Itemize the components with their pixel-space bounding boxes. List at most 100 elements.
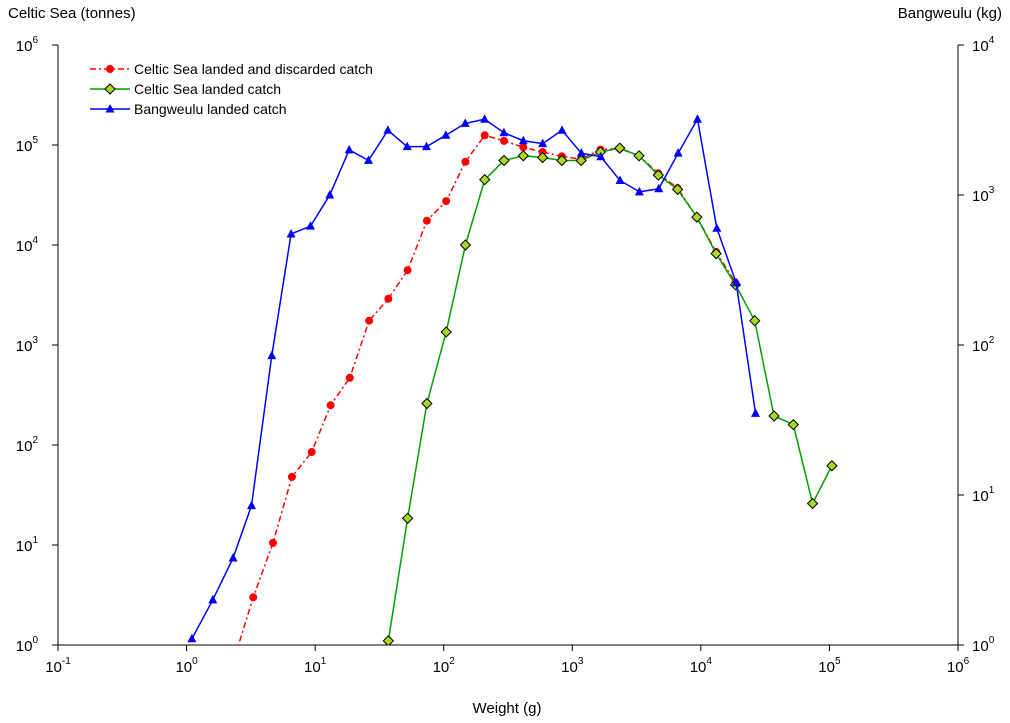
data-point: [787, 418, 800, 431]
x-tick-label: 10-1: [45, 656, 71, 676]
legend-marker: [105, 104, 115, 113]
data-point: [363, 155, 373, 164]
data-point: [692, 114, 702, 123]
x-tick-label: 105: [818, 656, 841, 676]
data-point: [247, 500, 257, 510]
data-point: [749, 314, 761, 327]
legend-label: Bangweulu landed catch: [134, 101, 287, 117]
data-point: [536, 151, 549, 164]
x-tick-label: 104: [690, 656, 713, 676]
data-point: [307, 448, 316, 457]
data-point: [459, 239, 472, 251]
data-point: [596, 151, 606, 161]
y-left-tick-label: 106: [16, 35, 39, 55]
data-point: [208, 594, 218, 604]
data-point: [712, 223, 722, 232]
data-point: [402, 141, 412, 151]
series-3: [187, 114, 761, 643]
legend-marker: [104, 83, 116, 95]
y-right-tick-label: 102: [972, 335, 995, 355]
series-line: [191, 117, 757, 640]
data-point: [480, 114, 490, 123]
data-point: [344, 144, 354, 154]
y-left-tick-label: 104: [16, 235, 39, 255]
x-tick-label: 103: [561, 656, 584, 676]
y-right-tick-label: 104: [972, 35, 995, 55]
data-point: [384, 294, 393, 303]
data-point: [267, 350, 277, 360]
data-point: [287, 472, 296, 481]
data-point: [517, 150, 530, 162]
data-point: [806, 497, 819, 510]
data-point: [575, 154, 587, 167]
data-point: [441, 130, 451, 139]
data-point: [326, 401, 335, 410]
data-point: [228, 553, 238, 562]
data-point: [187, 633, 197, 643]
data-point: [710, 247, 722, 260]
legend: Celtic Sea landed and discarded catch Cel…: [90, 61, 373, 117]
data-point: [403, 266, 412, 275]
series-line: [387, 147, 833, 641]
y-left-tick-label: 102: [16, 435, 39, 455]
data-point: [383, 125, 393, 134]
data-point: [286, 228, 296, 238]
data-point: [500, 136, 509, 145]
data-point: [518, 135, 528, 145]
y-right-tick-label: 101: [972, 485, 995, 505]
data-point: [422, 216, 431, 225]
data-point: [556, 154, 568, 167]
data-point: [576, 148, 586, 157]
x-tick-label: 101: [304, 656, 327, 676]
legend-label: Celtic Sea landed catch: [134, 81, 281, 97]
data-point: [480, 131, 489, 140]
data-point: [634, 186, 644, 196]
data-point: [422, 141, 432, 151]
data-point: [305, 221, 315, 230]
data-point: [268, 538, 277, 547]
data-point: [615, 175, 625, 184]
data-point: [479, 173, 491, 186]
legend-marker: [106, 65, 114, 73]
data-point: [654, 183, 664, 193]
data-point: [538, 138, 548, 148]
data-point: [365, 316, 374, 325]
data-point: [345, 373, 354, 382]
data-point: [461, 157, 470, 166]
y-left-axis-label: Celtic Sea (tonnes): [8, 5, 136, 22]
y-left-tick-label: 101: [16, 535, 39, 555]
data-point: [633, 150, 645, 162]
series-line: [237, 134, 737, 645]
ticks: 10-1 100 101 102 103 104 105 106100101102103104…: [16, 35, 995, 676]
data-point: [249, 593, 258, 602]
data-point: [325, 190, 335, 199]
series-layer: [187, 114, 838, 645]
data-point: [614, 142, 626, 154]
y-left-tick-label: 100: [16, 635, 39, 655]
data-point: [440, 326, 452, 338]
data-point: [460, 118, 470, 127]
data-point: [751, 408, 761, 417]
data-point: [731, 277, 741, 287]
y-right-tick-label: 103: [972, 185, 995, 205]
data-point: [673, 148, 683, 157]
data-point: [519, 143, 528, 152]
data-point: [498, 154, 510, 167]
data-point: [691, 211, 703, 223]
y-left-tick-label: 105: [16, 135, 39, 155]
x-tick-label: 102: [433, 656, 456, 676]
data-point: [671, 183, 684, 196]
x-axis-label: Weight (g): [473, 700, 542, 717]
data-point: [652, 169, 665, 181]
data-point: [768, 410, 780, 422]
legend-label: Celtic Sea landed and discarded catch: [134, 61, 373, 77]
data-point: [401, 512, 414, 524]
y-left-tick-label: 103: [16, 335, 39, 355]
data-point: [442, 197, 451, 206]
x-tick-label: 106: [947, 656, 970, 676]
data-point: [382, 635, 395, 645]
y-right-axis-label: Bangweulu (kg): [898, 5, 1002, 22]
data-point: [499, 127, 509, 137]
data-point: [826, 460, 838, 472]
